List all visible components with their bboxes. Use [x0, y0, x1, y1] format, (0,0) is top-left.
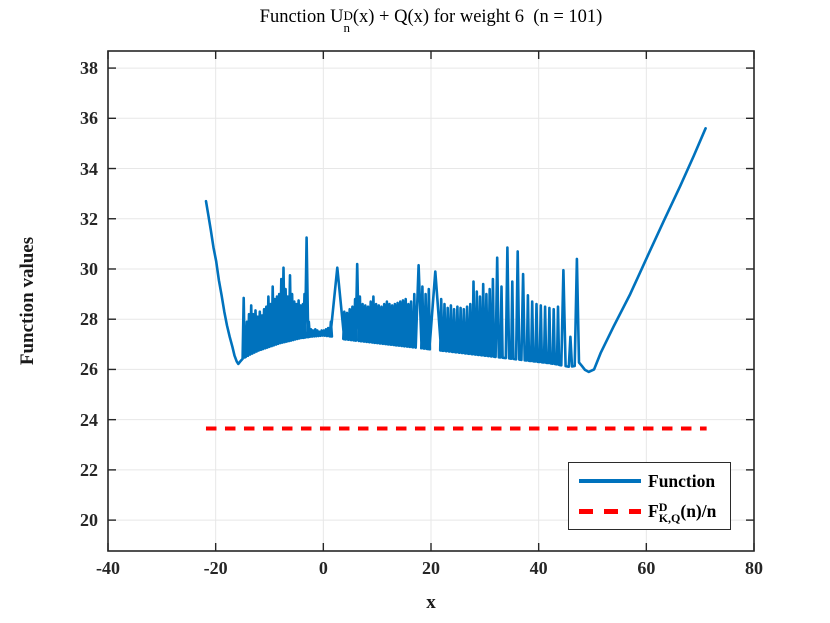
x-axis-label: x	[426, 592, 436, 613]
legend-superscript: D	[658, 500, 668, 514]
legend: Function F D K,Q (n)/n	[568, 462, 731, 530]
title-superscript: D	[343, 8, 353, 23]
function-curve	[204, 127, 707, 374]
title-pre: Function U	[259, 7, 344, 27]
legend-line-solid-blue	[579, 478, 641, 484]
legend-entry-fkq: F D K,Q (n)/n	[569, 495, 730, 527]
legend-supsub: D K,Q	[658, 500, 681, 525]
legend-line-dashed-red	[579, 508, 641, 514]
legend-entry-function: Function	[569, 465, 730, 497]
title-post: (x) + Q(x) for weight 6 (n = 101)	[352, 7, 603, 27]
legend-label-function: Function	[648, 470, 716, 491]
y-axis-label: Function values	[17, 236, 38, 366]
title-subscript: n	[343, 20, 350, 35]
legend-subscript: K,Q	[658, 511, 681, 525]
legend-label-fkq: F D K,Q (n)/n	[648, 500, 717, 525]
